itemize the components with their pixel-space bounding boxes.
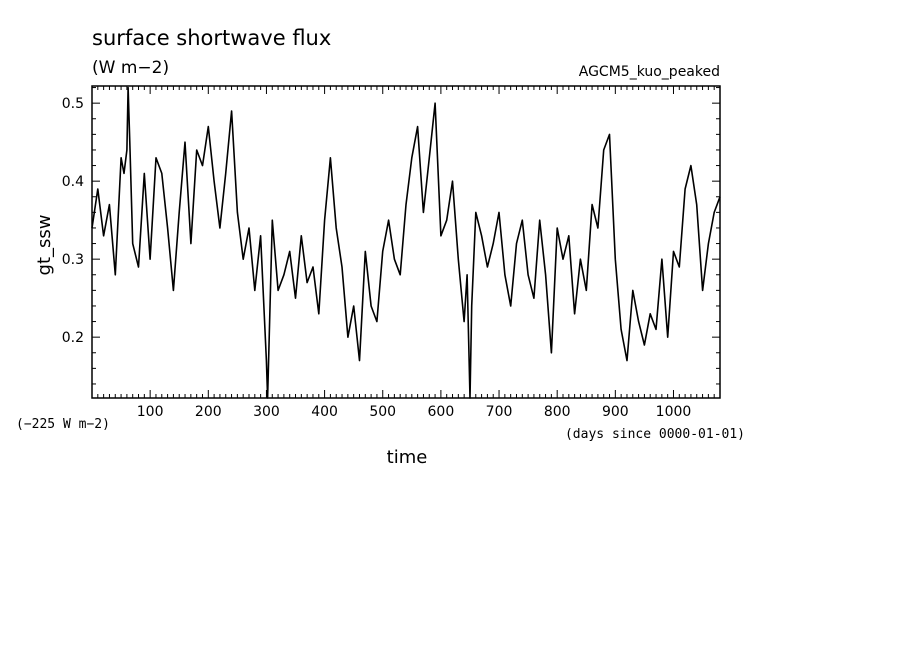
y-axis-label: gt_ssw xyxy=(34,215,55,276)
axes: 100 200 300 400 500 600 700 800 900 1000 0.2 0.3 0.4… xyxy=(62,85,721,420)
offset-note: (−225 W m−2) xyxy=(16,417,110,432)
experiment-label: AGCM5_kuo_peaked xyxy=(579,64,720,80)
x-tick-label: 400 xyxy=(311,404,338,420)
chart-title: surface shortwave flux xyxy=(92,26,331,50)
x-axis-label: time xyxy=(387,447,428,468)
y-tick-label: 0.5 xyxy=(62,96,84,112)
y-tick-label: 0.2 xyxy=(62,330,84,346)
x-tick-label: 300 xyxy=(253,404,280,420)
x-tick-label: 200 xyxy=(195,404,222,420)
x-tick-label: 900 xyxy=(602,404,629,420)
x-tick-label: 1000 xyxy=(656,404,692,420)
series-line xyxy=(91,86,721,399)
x-tick-label: 100 xyxy=(137,404,164,420)
x-units-note: (days since 0000-01-01) xyxy=(565,427,745,442)
y-tick-label: 0.3 xyxy=(62,252,84,268)
chart-units: (W m−2) xyxy=(92,58,169,78)
x-tick-label: 800 xyxy=(544,404,571,420)
x-tick-label: 700 xyxy=(486,404,513,420)
y-tick-label: 0.4 xyxy=(62,174,84,190)
x-tick-label: 500 xyxy=(369,404,396,420)
x-tick-label: 600 xyxy=(428,404,455,420)
